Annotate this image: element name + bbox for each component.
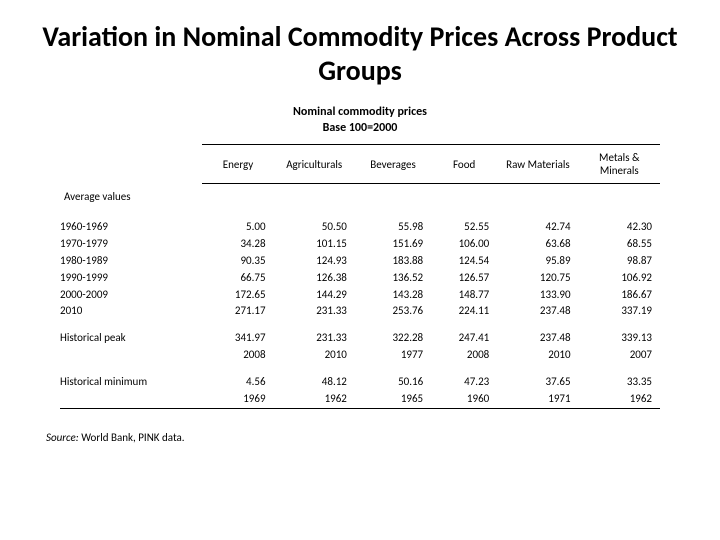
cell: 247.41: [431, 330, 497, 347]
min-row-years: 1969 1962 1965 1960 1971 1962: [60, 391, 660, 408]
cell: 98.87: [579, 253, 660, 270]
cell: 1977: [355, 347, 431, 364]
cell: 144.29: [274, 287, 355, 304]
table-row: 1990-1999 66.75 126.38 136.52 126.57 120…: [60, 270, 660, 287]
row-label: 1980-1989: [60, 253, 202, 270]
cell: 106.00: [431, 236, 497, 253]
cell: 172.65: [202, 287, 273, 304]
cell: 37.65: [497, 374, 578, 391]
row-label: Historical peak: [60, 330, 202, 347]
cell: 1960: [431, 391, 497, 408]
cell: 95.89: [497, 253, 578, 270]
table-subtitle: Nominal commodity prices Base 100=2000: [40, 105, 680, 136]
cell: 5.00: [202, 219, 273, 236]
commodity-table: Energy Agriculturals Beverages Food Raw …: [60, 144, 660, 408]
source-text: World Bank, PINK data.: [79, 431, 185, 444]
section-label-row: Average values: [60, 184, 660, 209]
cell: 224.11: [431, 303, 497, 320]
cell: 1962: [274, 391, 355, 408]
cell: 337.19: [579, 303, 660, 320]
cell: 2008: [431, 347, 497, 364]
table-header-row: Energy Agriculturals Beverages Food Raw …: [60, 145, 660, 184]
cell: 148.77: [431, 287, 497, 304]
col-header: Raw Materials: [497, 145, 578, 184]
cell: 126.57: [431, 270, 497, 287]
row-label: 2000-2009: [60, 287, 202, 304]
cell: 34.28: [202, 236, 273, 253]
cell: 2007: [579, 347, 660, 364]
cell: 231.33: [274, 303, 355, 320]
cell: 1965: [355, 391, 431, 408]
cell: 66.75: [202, 270, 273, 287]
cell: 33.35: [579, 374, 660, 391]
cell: 42.30: [579, 219, 660, 236]
subtitle-line-2: Base 100=2000: [323, 121, 398, 135]
cell: 2010: [497, 347, 578, 364]
peak-row-years: 2008 2010 1977 2008 2010 2007: [60, 347, 660, 364]
cell: 47.23: [431, 374, 497, 391]
cell: 339.13: [579, 330, 660, 347]
col-header: Food: [431, 145, 497, 184]
col-header: Energy: [202, 145, 273, 184]
cell: 68.55: [579, 236, 660, 253]
table-row: 1980-1989 90.35 124.93 183.88 124.54 95.…: [60, 253, 660, 270]
col-header: Beverages: [355, 145, 431, 184]
cell: 120.75: [497, 270, 578, 287]
table-row: 1970-1979 34.28 101.15 151.69 106.00 63.…: [60, 236, 660, 253]
row-label: 1990-1999: [60, 270, 202, 287]
cell: 55.98: [355, 219, 431, 236]
cell: 136.52: [355, 270, 431, 287]
cell: 186.67: [579, 287, 660, 304]
cell: 253.76: [355, 303, 431, 320]
peak-row-values: Historical peak 341.97 231.33 322.28 247…: [60, 330, 660, 347]
page-title: Variation in Nominal Commodity Prices Ac…: [40, 20, 680, 87]
cell: 1962: [579, 391, 660, 408]
cell: 126.38: [274, 270, 355, 287]
cell: 271.17: [202, 303, 273, 320]
section-label: Average values: [60, 184, 660, 209]
cell: 133.90: [497, 287, 578, 304]
col-header: Metals & Minerals: [579, 145, 660, 184]
cell: 48.12: [274, 374, 355, 391]
cell: 143.28: [355, 287, 431, 304]
cell: 101.15: [274, 236, 355, 253]
cell: 237.48: [497, 330, 578, 347]
cell: 42.74: [497, 219, 578, 236]
cell: 124.54: [431, 253, 497, 270]
cell: 90.35: [202, 253, 273, 270]
row-label: Historical minimum: [60, 374, 202, 391]
cell: 183.88: [355, 253, 431, 270]
source-line: Source: World Bank, PINK data.: [46, 431, 680, 444]
min-row-values: Historical minimum 4.56 48.12 50.16 47.2…: [60, 374, 660, 391]
header-blank: [60, 145, 202, 184]
cell: 63.68: [497, 236, 578, 253]
cell: 151.69: [355, 236, 431, 253]
row-label: 1960-1969: [60, 219, 202, 236]
table-row: 1960-1969 5.00 50.50 55.98 52.55 42.74 4…: [60, 219, 660, 236]
col-header: Agriculturals: [274, 145, 355, 184]
cell: 341.97: [202, 330, 273, 347]
cell: 106.92: [579, 270, 660, 287]
cell: 1971: [497, 391, 578, 408]
source-label: Source:: [46, 431, 79, 444]
cell: 4.56: [202, 374, 273, 391]
row-label: 2010: [60, 303, 202, 320]
cell: 322.28: [355, 330, 431, 347]
cell: 124.93: [274, 253, 355, 270]
table-row: 2000-2009 172.65 144.29 143.28 148.77 13…: [60, 287, 660, 304]
cell: 2010: [274, 347, 355, 364]
table-row: 2010 271.17 231.33 253.76 224.11 237.48 …: [60, 303, 660, 320]
cell: 2008: [202, 347, 273, 364]
subtitle-line-1: Nominal commodity prices: [293, 105, 427, 119]
cell: 1969: [202, 391, 273, 408]
cell: 50.50: [274, 219, 355, 236]
cell: 52.55: [431, 219, 497, 236]
cell: 237.48: [497, 303, 578, 320]
row-label: 1970-1979: [60, 236, 202, 253]
cell: 231.33: [274, 330, 355, 347]
cell: 50.16: [355, 374, 431, 391]
